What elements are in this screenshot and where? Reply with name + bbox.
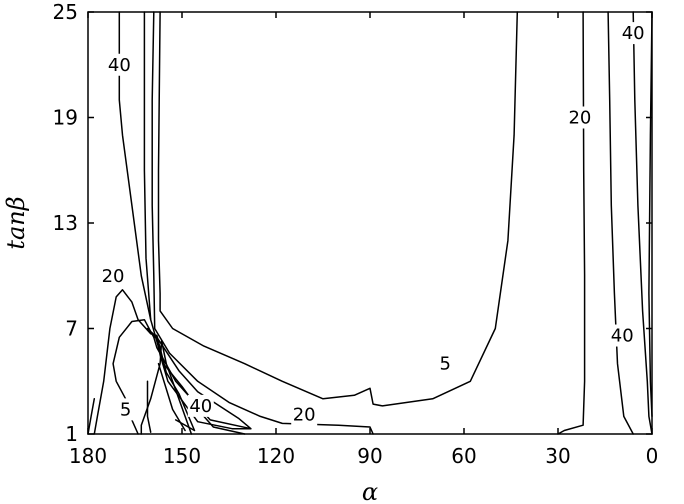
contour-lines xyxy=(87,11,653,435)
contour-line-40 xyxy=(648,11,653,418)
plot-frame xyxy=(87,11,653,435)
contour-line-40 xyxy=(607,11,634,435)
contour-label: 40 xyxy=(108,55,131,76)
contour-label-background xyxy=(609,324,636,347)
contour-label: 20 xyxy=(102,266,125,287)
x-tick-label: 120 xyxy=(257,444,295,468)
x-tick-label: 150 xyxy=(163,444,201,468)
contour-line-40 xyxy=(87,398,96,435)
contour-label: 5 xyxy=(120,399,131,420)
y-tick-label: 7 xyxy=(65,317,78,341)
y-tick-label: 19 xyxy=(53,106,78,130)
contour-label-background xyxy=(106,53,133,76)
x-tick-label: 90 xyxy=(357,444,382,468)
x-axis-title: α xyxy=(362,478,378,504)
contour-line-20 xyxy=(146,380,152,433)
contour-label: 20 xyxy=(293,405,316,426)
contour-label-background xyxy=(118,398,134,421)
contour-line-5 xyxy=(112,318,252,435)
contour-label-background xyxy=(100,264,127,287)
y-tick-label: 25 xyxy=(53,0,78,24)
contour-label: 40 xyxy=(611,326,634,347)
contour-label-background xyxy=(566,106,593,129)
contour-line-40 xyxy=(157,362,186,432)
contour-label: 40 xyxy=(622,23,645,44)
contour-label-background xyxy=(187,394,214,417)
contour-label: 40 xyxy=(189,396,212,417)
y-tick-label: 1 xyxy=(65,422,78,446)
contour-line-5 xyxy=(157,11,519,407)
axis-ticks xyxy=(87,11,653,435)
contour-line-40 xyxy=(118,11,246,435)
contour-line-40 xyxy=(632,11,653,435)
y-tick-label: 13 xyxy=(53,211,78,235)
contour-label: 20 xyxy=(568,108,591,129)
contour-label-background xyxy=(437,352,453,375)
contour-label: 5 xyxy=(439,354,450,375)
y-axis-title: tanβ xyxy=(2,196,30,249)
tick-labels: 180 150 120 90 60 30 0 1 7 13 19 25 xyxy=(53,0,659,468)
contour-labels: 40 20 5 40 20 5 20 40 40 xyxy=(100,22,647,426)
x-tick-label: 60 xyxy=(451,444,476,468)
contour-line-20 xyxy=(557,11,586,435)
contour-line-20 xyxy=(93,289,196,435)
x-tick-label: 0 xyxy=(646,444,659,468)
x-tick-label: 30 xyxy=(545,444,570,468)
contour-line-20 xyxy=(151,11,374,435)
contour-label-background xyxy=(291,403,318,426)
contour-line-40 xyxy=(143,11,152,321)
contour-label-background xyxy=(620,22,647,45)
x-tick-label: 180 xyxy=(69,444,107,468)
